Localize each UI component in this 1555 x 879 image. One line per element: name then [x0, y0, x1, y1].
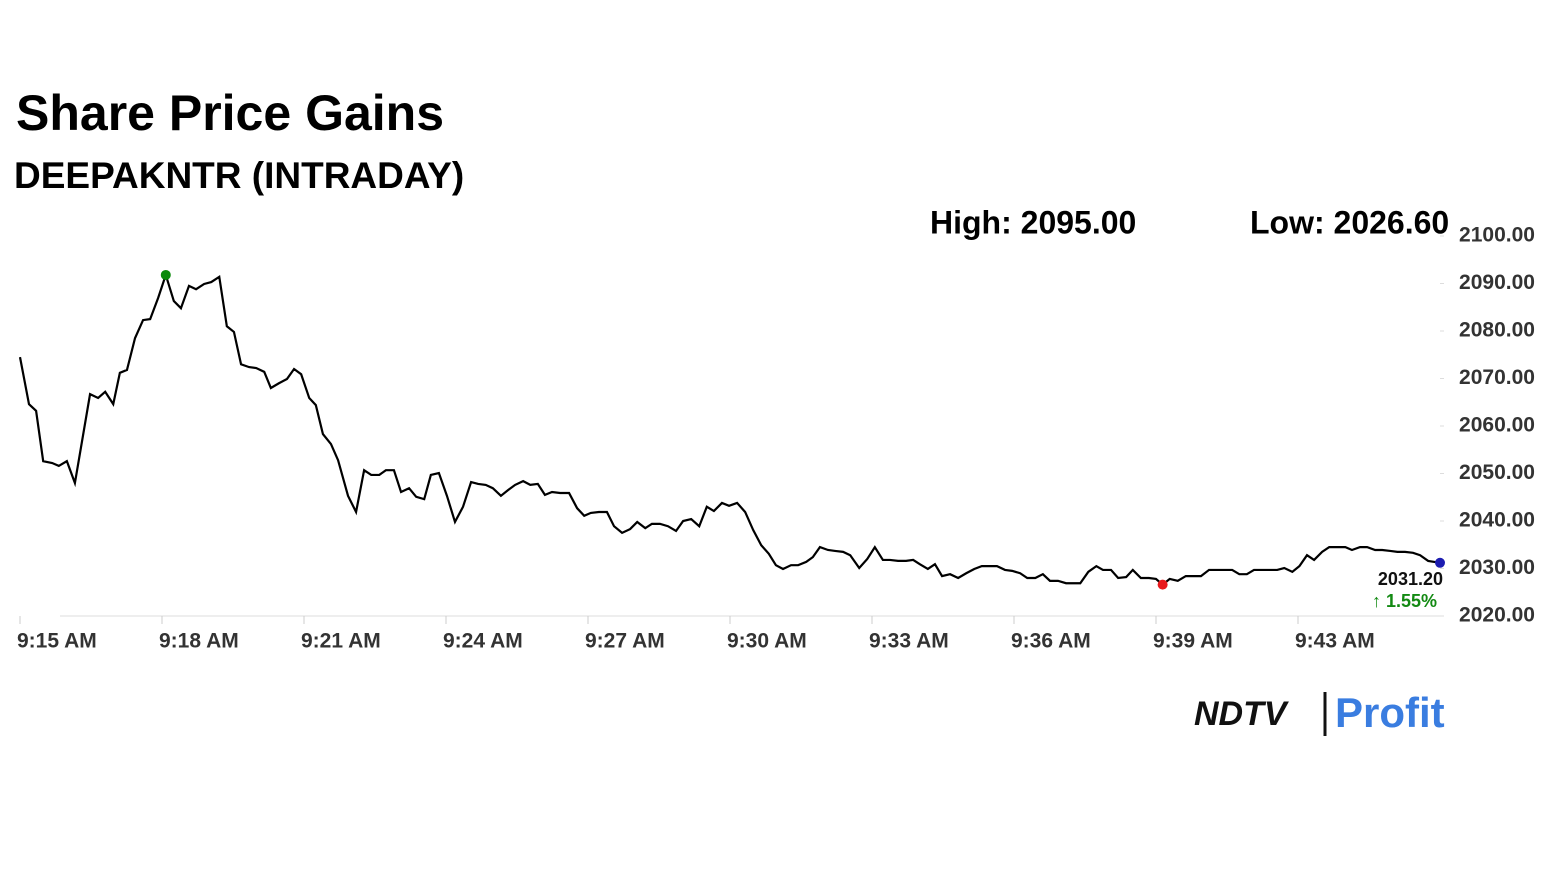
- x-tick-label: 9:21 AM: [301, 630, 381, 653]
- x-tick-label: 9:18 AM: [159, 630, 239, 653]
- low-marker: [1157, 579, 1168, 590]
- x-tick-label: 9:36 AM: [1011, 630, 1091, 653]
- last-marker: [1435, 557, 1445, 568]
- x-tick-label: 9:39 AM: [1153, 630, 1233, 653]
- chart-title: Share Price Gains: [16, 85, 444, 141]
- logo-profit: Profit: [1335, 689, 1445, 736]
- logo-ndtv: NDTV: [1194, 695, 1290, 733]
- y-tick-label: 2050.00: [1459, 461, 1535, 484]
- x-tick-label: 9:33 AM: [869, 630, 949, 653]
- y-tick-label: 2080.00: [1459, 319, 1535, 342]
- x-tick-label: 9:27 AM: [585, 630, 665, 653]
- price-line: [18, 271, 1441, 587]
- x-tick-label: 9:30 AM: [727, 630, 807, 653]
- y-tick-label: 2030.00: [1459, 556, 1535, 579]
- x-tick-label: 9:15 AM: [17, 630, 97, 653]
- y-tick-label: 2040.00: [1459, 509, 1535, 532]
- y-tick-label: 2060.00: [1459, 414, 1535, 437]
- y-tick-label: 2070.00: [1459, 366, 1535, 389]
- chart-subtitle: DEEPAKNTR (INTRADAY): [14, 155, 464, 196]
- x-tick-label: 9:43 AM: [1295, 630, 1375, 653]
- y-tick-label: 2090.00: [1459, 271, 1535, 294]
- last-price-label: 2031.20: [1378, 569, 1443, 589]
- high-label: High: 2095.00: [930, 204, 1136, 240]
- x-tick-label: 9:24 AM: [443, 630, 523, 653]
- change-label: ↑ 1.55%: [1372, 591, 1437, 611]
- low-label: Low: 2026.60: [1250, 204, 1449, 240]
- y-tick-label: 2020.00: [1459, 604, 1535, 627]
- y-tick-label: 2100.00: [1459, 224, 1535, 247]
- high-marker: [160, 269, 171, 280]
